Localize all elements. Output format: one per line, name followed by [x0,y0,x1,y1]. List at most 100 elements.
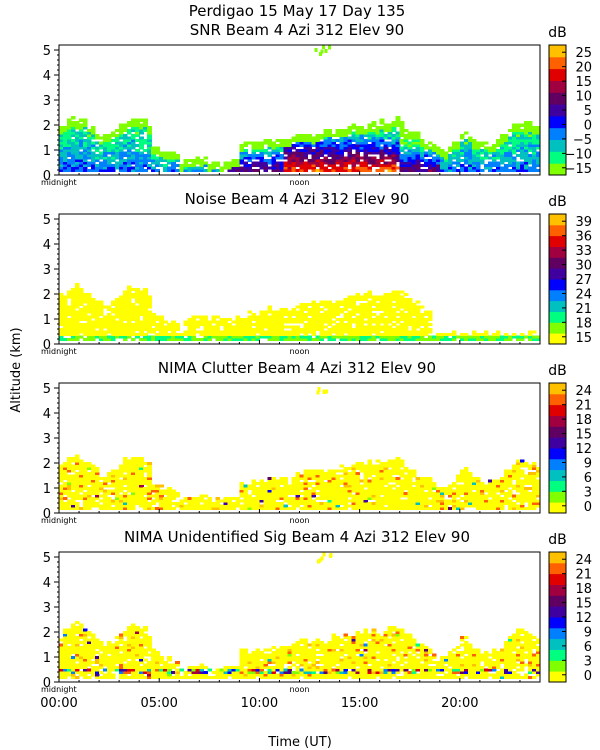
heatmap-cell [387,128,393,132]
heatmap-cell [487,499,493,503]
heatmap-cell [71,484,76,488]
heatmap-cell [135,151,140,155]
heatmap-cell [295,486,301,490]
heatmap-cell [75,454,80,458]
heatmap-cell [347,158,353,162]
heatmap-cell [391,469,397,473]
heatmap-cell [387,335,393,339]
heatmap-cell [383,506,389,510]
heatmap-cell [63,161,68,165]
heatmap-cell [315,146,321,150]
heatmap-cell [315,327,321,331]
heatmap-cell [91,327,96,331]
heatmap-cell [67,489,72,493]
heatmap-cell [347,315,353,319]
heatmap-cell [335,491,341,495]
heatmap-cell [467,146,473,150]
heatmap-cell [528,166,533,170]
heatmap-cell [339,486,345,490]
heatmap-cell [75,153,80,157]
heatmap-cell [375,297,381,301]
heatmap-cell [243,327,248,331]
heatmap-cell [135,168,140,172]
heatmap-cell [191,168,196,172]
heatmap-cell [339,168,345,172]
heatmap-cell [339,499,345,503]
heatmap-cell [399,312,405,316]
heatmap-cell [520,143,525,147]
colorbar-swatch [549,214,566,226]
heatmap-cell [87,466,92,470]
heatmap-cell [139,658,144,662]
heatmap-cell [339,335,345,339]
heatmap-cell [139,653,144,657]
heatmap-cell [339,133,345,137]
heatmap-cell [131,645,136,649]
heatmap-cell [63,655,68,659]
heatmap-cell [471,156,477,160]
heatmap-cell [347,312,353,316]
heatmap-cell [419,486,425,490]
heatmap-cell [191,496,196,500]
heatmap-cell [295,489,301,493]
heatmap-cell [395,312,401,316]
heatmap-cell [391,479,397,483]
heatmap-cell [75,658,80,662]
heatmap-cell [371,501,377,505]
heatmap-cell [395,479,401,483]
heatmap-cell [279,153,285,157]
heatmap-cell [283,168,289,172]
heatmap-cell [479,158,485,162]
heatmap-cell [415,506,421,510]
y-tick-label: 2 [43,457,51,472]
heatmap-cell [271,322,276,326]
heatmap-cell [59,471,64,475]
heatmap-cell [71,655,76,659]
heatmap-cell [159,658,164,662]
heatmap-cell [351,126,357,130]
heatmap-cell [271,332,276,336]
heatmap-cell [363,335,369,339]
heatmap-cell [520,499,525,503]
heatmap-cell [195,330,200,334]
heatmap-cell [227,317,232,321]
heatmap-cell [207,327,212,331]
heatmap-cell [327,491,333,495]
heatmap-cell [363,464,369,468]
heatmap-cell [483,489,489,493]
heatmap-cell [79,655,84,659]
heatmap-cell [135,143,140,147]
heatmap-cell [139,655,144,659]
heatmap-cell [383,151,389,155]
heatmap-cell [355,499,361,503]
heatmap-cell [295,143,301,147]
heatmap-cell [111,325,116,329]
heatmap-cell [355,479,361,483]
heatmap-cell [299,486,305,490]
heatmap-cell [532,126,537,130]
heatmap-cell [439,166,445,170]
heatmap-cell [516,504,521,508]
heatmap-cell [123,643,128,647]
heatmap-cell [463,489,469,493]
heatmap-cell [71,325,76,329]
heatmap-cell [532,146,537,150]
heatmap-cell [427,315,433,319]
heatmap-cell [391,292,397,296]
heatmap-cell [67,128,72,132]
heatmap-cell [483,163,489,167]
heatmap-cell [387,325,393,329]
heatmap-cell [67,491,72,495]
heatmap-cell [431,496,437,500]
heatmap-cell [75,168,80,172]
heatmap-cell [511,504,517,508]
heatmap-cell [139,660,144,664]
heatmap-cell [147,312,152,316]
heatmap-cell [532,476,537,480]
heatmap-cell [71,332,76,336]
heatmap-cell [175,670,180,674]
heatmap-cell [495,486,501,490]
heatmap-cell [59,653,64,657]
heatmap-cell [483,146,489,150]
heatmap-cell [203,320,208,324]
